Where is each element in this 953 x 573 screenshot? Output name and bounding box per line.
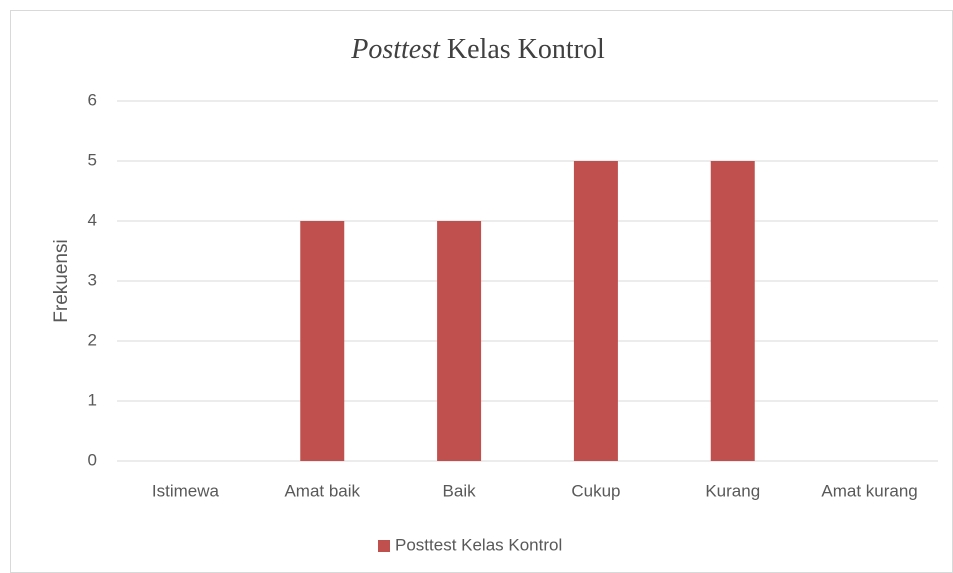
bar (437, 221, 482, 461)
y-tick-label: 4 (88, 210, 97, 229)
x-tick-label: Amat baik (284, 481, 360, 500)
legend-label: Posttest Kelas Kontrol (395, 535, 562, 554)
chart-border (10, 10, 953, 573)
chart-title-rest: Kelas Kontrol (447, 34, 605, 65)
y-tick-label: 5 (88, 150, 97, 169)
y-tick-label: 3 (88, 270, 97, 289)
x-tick-label: Kurang (705, 481, 760, 500)
bar (710, 161, 755, 461)
y-tick-label: 1 (88, 390, 97, 409)
y-tick-label: 6 (88, 90, 97, 109)
chart-title-italic: Posttest (350, 34, 441, 65)
y-tick-label: 0 (88, 450, 97, 469)
bar (300, 221, 345, 461)
y-tick-label: 2 (88, 330, 97, 349)
bar (573, 161, 618, 461)
x-tick-label: Cukup (571, 481, 620, 500)
x-tick-label: Baik (443, 481, 477, 500)
legend-swatch (378, 540, 390, 552)
x-tick-label: Istimewa (152, 481, 220, 500)
y-axis-label: Frekuensi (51, 239, 72, 322)
x-tick-label: Amat kurang (821, 481, 917, 500)
chart-title: Posttest Kelas Kontrol (350, 34, 605, 65)
